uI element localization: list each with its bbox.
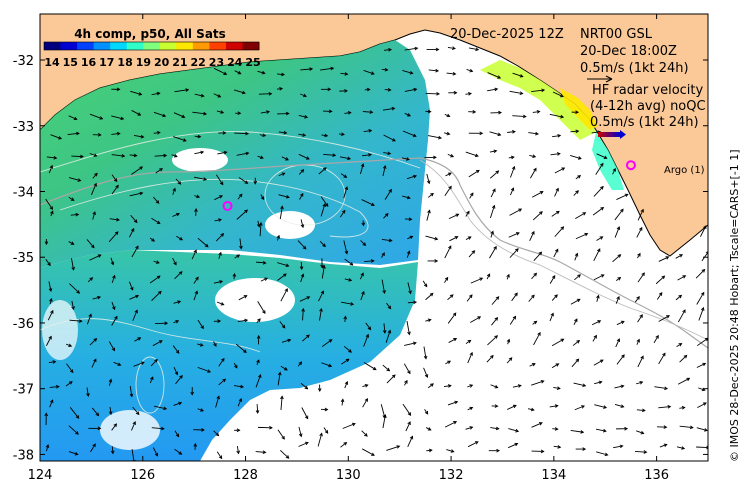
nrt-line-3: 0.5m/s (1kt 24h) (580, 61, 689, 76)
cloud-gap (172, 148, 228, 172)
lon-tick-label: 134 (541, 468, 566, 483)
nrt-line-2: 20-Dec 18:00Z (580, 44, 677, 59)
colorbar-label: 23 (209, 56, 224, 69)
lat-tick-label: -33 (13, 120, 34, 135)
colorbar-swatch (193, 42, 210, 50)
colorbar-swatch (226, 42, 243, 50)
colorbar-swatch (242, 42, 259, 50)
date-label: 20-Dec-2025 12Z (450, 27, 564, 42)
hf-scale-arrow (598, 132, 620, 137)
lon-tick-label: 126 (130, 468, 155, 483)
colorbar-label: 22 (191, 56, 206, 69)
colorbar-swatch (61, 42, 78, 50)
lon-tick-label: 136 (644, 468, 669, 483)
hf-line-2: (4-12h avg) noQC (590, 99, 706, 114)
lat-tick-label: -34 (13, 185, 34, 200)
colorbar-label: 17 (99, 56, 114, 69)
colorbar-label: 16 (81, 56, 97, 69)
colorbar-swatch (209, 42, 226, 50)
credit-text: © IMOS 28-Dec-2025 20:48 Hobart; Tscale=… (728, 149, 741, 462)
colorbar-label: 15 (63, 56, 78, 69)
nrt-line-1: NRT00 GSL (580, 27, 653, 42)
colorbar-swatch (44, 42, 61, 50)
colorbar-swatch (127, 42, 144, 50)
lon-tick-label: 124 (28, 468, 53, 483)
hf-line-1: HF radar velocity (592, 83, 704, 98)
lat-tick-label: -38 (13, 448, 34, 463)
colorbar-label: 21 (172, 56, 187, 69)
colorbar-label: 24 (227, 56, 243, 69)
colorbar-label: 14 (44, 56, 60, 69)
colorbar-label: 20 (154, 56, 170, 69)
cloud-gap (215, 278, 295, 322)
colorbar-swatch (110, 42, 127, 50)
cloud-gap (100, 410, 160, 450)
colorbar-label: 19 (136, 56, 151, 69)
lat-tick-label: -32 (13, 54, 34, 69)
colorbar-swatch (77, 42, 94, 50)
hf-line-3: 0.5m/s (1kt 24h) (590, 115, 699, 130)
cloud-gap (42, 300, 78, 360)
lat-tick-label: -37 (13, 383, 34, 398)
colorbar-swatch (94, 42, 111, 50)
argo-label: Argo (1) (664, 165, 705, 176)
lat-tick-label: -35 (13, 251, 34, 266)
colorbar-label: 25 (245, 56, 260, 69)
lon-tick-label: 130 (336, 468, 361, 483)
colorbar-swatch (160, 42, 177, 50)
colorbar-title: 4h comp, p50, All Sats (74, 27, 226, 41)
lon-tick-label: 132 (439, 468, 464, 483)
colorbar-swatches (44, 42, 260, 50)
colorbar-swatch (176, 42, 193, 50)
lat-tick-label: -36 (13, 317, 34, 332)
lon-tick-label: 128 (233, 468, 258, 483)
colorbar-label: 18 (117, 56, 132, 69)
colorbar-swatch (143, 42, 160, 50)
